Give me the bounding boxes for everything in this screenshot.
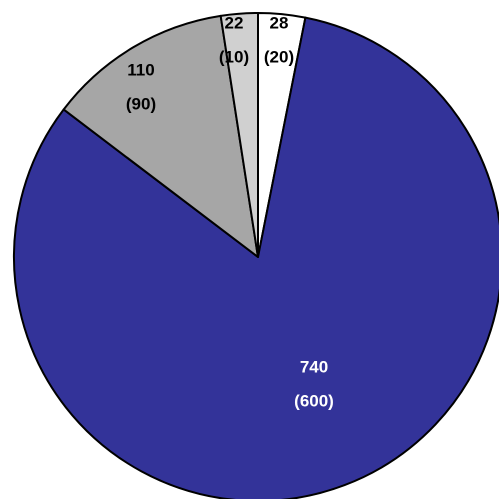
slice-value-label: 28 — [270, 13, 289, 32]
slice-label-28: 28 (20) — [264, 13, 294, 66]
slice-value-label: 740 — [300, 357, 328, 376]
pie-slice-110 — [62, 14, 259, 258]
slice-secondary-label: (600) — [294, 391, 334, 410]
slice-value-label: 110 — [127, 60, 154, 79]
slice-secondary-label: (90) — [126, 94, 156, 113]
pie-slice-22 — [219, 12, 259, 258]
slice-label-110: 110 (90) — [126, 60, 156, 113]
slice-value-label: 22 — [225, 13, 244, 32]
slice-label-740: 740 (600) — [294, 357, 334, 410]
slice-secondary-label: (20) — [264, 47, 294, 66]
pie-slices — [13, 12, 499, 499]
slice-label-22: 22 (10) — [219, 13, 249, 66]
slice-secondary-label: (10) — [219, 47, 249, 66]
pie-labels: 28 (20) 740 (600) 110 (90) 22 (10) — [126, 13, 334, 410]
pie-slice-740 — [13, 16, 499, 499]
